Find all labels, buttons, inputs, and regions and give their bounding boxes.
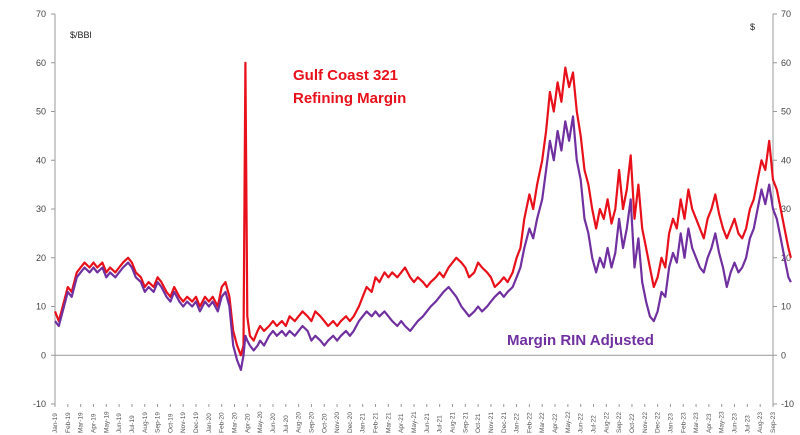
xtick-label: Jun-19 — [116, 413, 123, 433]
xtick-label: Sep-19 — [155, 412, 162, 433]
right-ytick-label: 70 — [781, 9, 791, 19]
xtick-label: May-19 — [103, 411, 110, 433]
annotation-rin-adjusted: Margin RIN Adjusted — [507, 332, 654, 349]
xtick-label: Mar-20 — [232, 412, 239, 433]
left-axis-unit: $/BBl — [70, 30, 92, 40]
xtick-label: Dec-22 — [655, 412, 662, 433]
xtick-label: Apr-22 — [552, 413, 559, 433]
right-ytick-label: 30 — [781, 204, 791, 214]
axes — [54, 14, 774, 404]
xtick-label: Jan-21 — [360, 413, 367, 433]
xtick-label: Sep-20 — [308, 412, 315, 433]
xtick-label: Jun-21 — [424, 413, 431, 433]
xtick-label: Jun-23 — [732, 413, 739, 433]
xtick-label: Sep-23 — [770, 412, 777, 433]
xtick-label: Apr-20 — [244, 413, 251, 433]
series-line-gulf-coast-321-margin — [53, 61, 792, 357]
xtick-label: Feb-22 — [526, 412, 533, 433]
xtick-label: Dec-19 — [193, 412, 200, 433]
xtick-label: Jan-19 — [52, 413, 59, 433]
xtick-label: Jul-20 — [283, 415, 290, 433]
xtick-label: Oct-20 — [321, 413, 328, 433]
annotation-refining-margin: Refining Margin — [293, 90, 406, 107]
left-ytick-label: 0 — [41, 350, 46, 360]
xtick-label: Dec-21 — [501, 412, 508, 433]
series-line-margin-rin-adjusted — [54, 115, 792, 371]
xtick-label: May-20 — [257, 411, 264, 433]
xtick-label: Nov-20 — [334, 412, 341, 433]
xtick-label: Nov-19 — [180, 412, 187, 433]
xtick-label: May-21 — [411, 411, 418, 433]
xtick-label: Feb-19 — [65, 412, 72, 433]
xtick-label: Aug-22 — [603, 412, 610, 433]
xtick-label: Jun-22 — [578, 413, 585, 433]
left-ytick-label: -10 — [33, 399, 46, 409]
xtick-label: Mar-22 — [539, 412, 546, 433]
right-axis-unit: $ — [750, 22, 755, 32]
xtick-label: Oct-21 — [475, 413, 482, 433]
right-ytick-label: 40 — [781, 155, 791, 165]
xtick-label: Aug-19 — [142, 412, 149, 433]
annotation-gulf-coast: Gulf Coast 321 — [293, 67, 398, 84]
xtick-label: Mar-23 — [693, 412, 700, 433]
xtick-label: Jul-23 — [744, 415, 751, 433]
xtick-label: Jun-20 — [270, 413, 277, 433]
right-ytick-label: 20 — [781, 253, 791, 263]
right-ytick-label: -10 — [781, 399, 794, 409]
xtick-label: May-23 — [719, 411, 726, 433]
left-y-axis-ticks: -10 0 10 20 30 40 50 60 70 — [33, 9, 55, 409]
left-ytick-label: 60 — [36, 58, 46, 68]
left-ytick-label: 70 — [36, 9, 46, 19]
xtick-label: May-22 — [565, 411, 572, 433]
xtick-label: Jul-19 — [129, 415, 136, 433]
xtick-label: Aug-20 — [296, 412, 303, 433]
xtick-label: Apr-21 — [398, 413, 405, 433]
xtick-label: Jul-21 — [437, 415, 444, 433]
xtick-label: Dec-20 — [347, 412, 354, 433]
xtick-label: Sep-22 — [616, 412, 623, 433]
xtick-label: Oct-22 — [629, 413, 636, 433]
xtick-label: Feb-20 — [219, 412, 226, 433]
left-ytick-label: 30 — [36, 204, 46, 214]
xtick-label: Jan-20 — [206, 413, 213, 433]
xtick-label: Apr-19 — [90, 413, 97, 433]
x-axis-ticks: Jan-19 Feb-19 Mar-19 Apr-19 May-19 Jun-19 Jul-… — [52, 404, 777, 433]
xtick-label: Jul-22 — [591, 415, 598, 433]
xtick-label: Mar-21 — [385, 412, 392, 433]
xtick-label: Jan-22 — [514, 413, 521, 433]
right-ytick-label: 50 — [781, 107, 791, 117]
xtick-label: Apr-23 — [706, 413, 713, 433]
left-ytick-label: 50 — [36, 107, 46, 117]
xtick-label: Sep-21 — [462, 412, 469, 433]
right-ytick-label: 60 — [781, 58, 791, 68]
left-ytick-label: 20 — [36, 253, 46, 263]
xtick-label: Aug-21 — [449, 412, 456, 433]
xtick-label: Jan-23 — [667, 413, 674, 433]
xtick-label: Nov-22 — [642, 412, 649, 433]
xtick-label: Mar-19 — [78, 412, 85, 433]
right-ytick-label: 0 — [781, 350, 786, 360]
xtick-label: Aug-23 — [757, 412, 764, 433]
xtick-label: Oct-19 — [167, 413, 174, 433]
xtick-label: Feb-23 — [680, 412, 687, 433]
xtick-label: Feb-21 — [373, 412, 380, 433]
xtick-label: Nov-21 — [488, 412, 495, 433]
right-ytick-label: 10 — [781, 302, 791, 312]
left-ytick-label: 10 — [36, 302, 46, 312]
left-ytick-label: 40 — [36, 155, 46, 165]
right-y-axis-ticks: -10 0 10 20 30 40 50 60 70 — [773, 9, 794, 409]
series-lines — [53, 61, 792, 371]
